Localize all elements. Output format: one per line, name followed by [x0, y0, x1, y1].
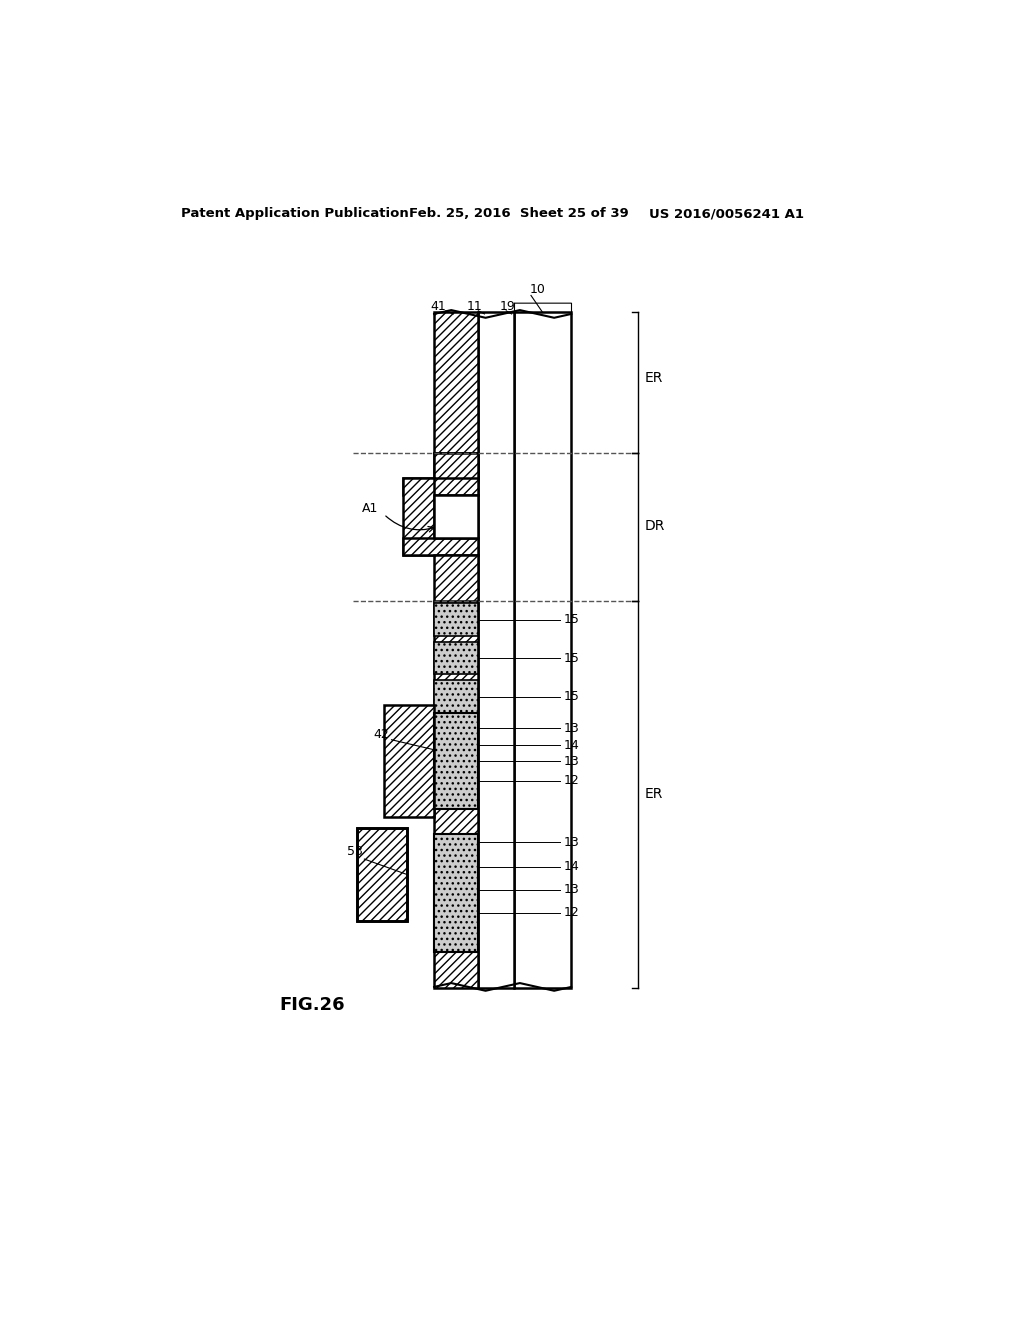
Text: 14: 14: [563, 861, 580, 874]
Bar: [434, 642, 478, 675]
Text: 42: 42: [374, 727, 389, 741]
Text: 53: 53: [346, 845, 362, 858]
Text: 19: 19: [500, 300, 516, 313]
Bar: [356, 829, 407, 921]
Text: 10: 10: [529, 282, 545, 296]
Bar: [434, 453, 478, 479]
Text: 15: 15: [563, 652, 580, 665]
Bar: [403, 539, 478, 554]
Bar: [434, 713, 478, 809]
Text: ER: ER: [644, 787, 663, 801]
Bar: [356, 829, 407, 921]
Bar: [384, 705, 434, 817]
Text: 14: 14: [563, 739, 580, 751]
Text: DR: DR: [644, 520, 665, 533]
Bar: [403, 478, 478, 495]
Text: A1: A1: [362, 502, 379, 515]
Text: 12: 12: [563, 774, 580, 787]
Bar: [434, 603, 478, 636]
Text: ER: ER: [644, 371, 663, 385]
Bar: [434, 834, 478, 952]
Text: 13: 13: [563, 755, 580, 768]
Bar: [434, 554, 478, 601]
Text: 13: 13: [563, 883, 580, 896]
Bar: [434, 681, 478, 713]
Text: 13: 13: [563, 722, 580, 735]
Bar: [478, 313, 514, 989]
Text: 15: 15: [563, 612, 580, 626]
Text: 11: 11: [467, 300, 482, 313]
Bar: [434, 313, 478, 453]
Text: Feb. 25, 2016  Sheet 25 of 39: Feb. 25, 2016 Sheet 25 of 39: [409, 207, 629, 220]
Text: 15: 15: [563, 690, 580, 704]
Bar: [514, 313, 571, 989]
Bar: [434, 834, 478, 952]
Text: 12: 12: [563, 907, 580, 920]
Text: 13: 13: [563, 836, 580, 849]
Bar: [434, 601, 478, 989]
Bar: [434, 495, 478, 539]
Bar: [434, 453, 478, 482]
Bar: [434, 713, 478, 809]
Bar: [403, 478, 434, 554]
Text: Patent Application Publication: Patent Application Publication: [180, 207, 409, 220]
Text: FIG.26: FIG.26: [280, 997, 345, 1014]
Text: US 2016/0056241 A1: US 2016/0056241 A1: [649, 207, 804, 220]
Text: 41: 41: [430, 300, 445, 313]
